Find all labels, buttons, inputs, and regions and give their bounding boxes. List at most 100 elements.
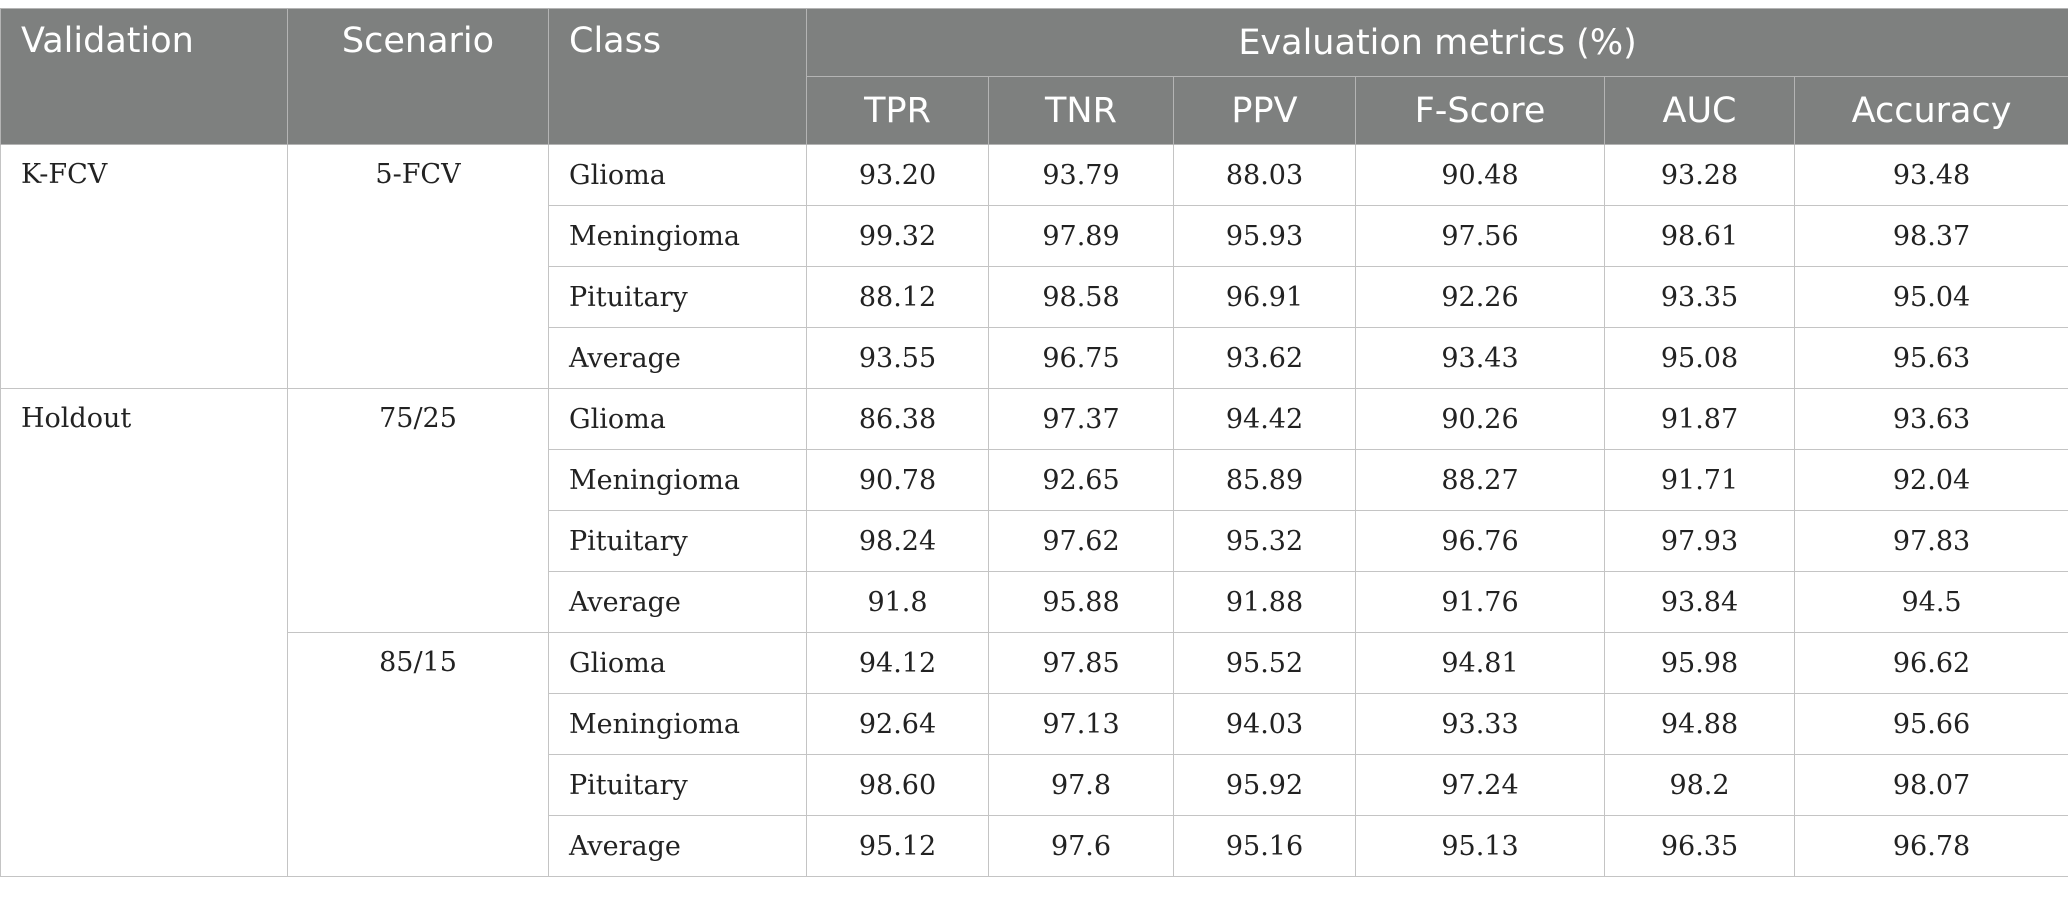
scenario-cell: 85/15 (287, 632, 549, 877)
table-row: Average 93.55 96.75 93.62 93.43 95.08 95.63 (1, 327, 2068, 389)
table-row: 85/15 Glioma 94.12 97.85 95.52 94.81 95.98 96.6… (1, 632, 2068, 877)
ppv-column-header: PPV (1173, 76, 1356, 145)
class-cell: Glioma (548, 388, 807, 450)
tnr-value-cell: 97.37 (988, 388, 1174, 450)
class-cell: Average (548, 815, 807, 877)
accuracy-value-cell: 97.83 (1793, 510, 2068, 572)
ppv-value-cell: 96.91 (1173, 266, 1356, 328)
auc-value-cell: 93.28 (1604, 144, 1795, 206)
accuracy-value-cell: 92.04 (1793, 449, 2068, 511)
ppv-value-cell: 95.93 (1173, 205, 1356, 267)
f-score-value-cell: 92.26 (1355, 266, 1605, 328)
tnr-value-cell: 97.6 (988, 815, 1174, 877)
tnr-value-cell: 93.79 (988, 144, 1174, 206)
auc-value-cell: 91.87 (1604, 388, 1795, 450)
table-row: Pituitary 88.12 98.58 96.91 92.26 93.35 95.04 (1, 266, 2068, 328)
tnr-value-cell: 98.58 (988, 266, 1174, 328)
table-row: Pituitary 98.24 97.62 95.32 96.76 97.93 97.83 (1, 510, 2068, 572)
tnr-value-cell: 96.75 (988, 327, 1174, 389)
table-row: K-FCV 5-FCV Glioma 93.20 93.79 88.03 90.48 93.2… (0, 144, 2068, 389)
tnr-value-cell: 97.8 (988, 754, 1174, 816)
tnr-value-cell: 92.65 (988, 449, 1174, 511)
validation-column-header: Validation (0, 8, 288, 145)
tpr-value-cell: 93.20 (806, 144, 989, 206)
table-row: Meningioma 92.64 97.13 94.03 93.33 94.88 95.66 (1, 693, 2068, 755)
accuracy-column-header: Accuracy (1793, 76, 2068, 145)
tpr-value-cell: 95.12 (806, 815, 989, 877)
auc-value-cell: 94.88 (1604, 693, 1795, 755)
tpr-column-header: TPR (806, 76, 989, 145)
auc-value-cell: 91.71 (1604, 449, 1795, 511)
accuracy-value-cell: 98.37 (1793, 205, 2068, 267)
table-row: Average 95.12 97.6 95.16 95.13 96.35 96.78 (1, 815, 2068, 877)
results-table-container: Validation Scenario Class Evaluation met… (0, 8, 2068, 877)
tpr-value-cell: 92.64 (806, 693, 989, 755)
class-cell: Meningioma (548, 205, 807, 267)
f-score-value-cell: 90.26 (1355, 388, 1605, 450)
validation-cell: K-FCV (0, 144, 288, 389)
class-cell: Pituitary (548, 266, 807, 328)
f-score-value-cell: 91.76 (1355, 571, 1605, 633)
evaluation-metrics-table: Validation Scenario Class Evaluation met… (0, 8, 2068, 877)
header-row-1: Validation Scenario Class Evaluation met… (0, 8, 2068, 145)
header-row-2: TPR TNR PPV F-Score AUC Accuracy (1, 76, 2068, 145)
auc-value-cell: 98.61 (1604, 205, 1795, 267)
class-cell: Average (548, 327, 807, 389)
tnr-value-cell: 97.62 (988, 510, 1174, 572)
ppv-value-cell: 91.88 (1173, 571, 1356, 633)
accuracy-value-cell: 95.04 (1793, 266, 2068, 328)
tpr-value-cell: 98.24 (806, 510, 989, 572)
table-row: Meningioma 99.32 97.89 95.93 97.56 98.61 98.37 (1, 205, 2068, 267)
auc-value-cell: 97.93 (1604, 510, 1795, 572)
accuracy-value-cell: 96.62 (1793, 632, 2068, 694)
f-score-value-cell: 95.13 (1355, 815, 1605, 877)
tpr-value-cell: 93.55 (806, 327, 989, 389)
table-header: Validation Scenario Class Evaluation met… (0, 8, 2068, 145)
table-body: K-FCV 5-FCV Glioma 93.20 93.79 88.03 90.48 93.2… (0, 144, 2068, 877)
accuracy-value-cell: 98.07 (1793, 754, 2068, 816)
ppv-value-cell: 94.03 (1173, 693, 1356, 755)
evaluation-metrics-group-header: Evaluation metrics (%) (805, 8, 2068, 77)
ppv-value-cell: 95.16 (1173, 815, 1356, 877)
accuracy-value-cell: 96.78 (1793, 815, 2068, 877)
f-score-value-cell: 90.48 (1355, 144, 1605, 206)
f-score-value-cell: 93.43 (1355, 327, 1605, 389)
auc-value-cell: 95.98 (1604, 632, 1795, 694)
ppv-value-cell: 95.92 (1173, 754, 1356, 816)
scenario-cell: 5-FCV (287, 144, 549, 389)
f-score-value-cell: 97.24 (1355, 754, 1605, 816)
ppv-value-cell: 95.32 (1173, 510, 1356, 572)
ppv-value-cell: 95.52 (1173, 632, 1356, 694)
class-cell: Pituitary (548, 510, 807, 572)
class-cell: Meningioma (548, 449, 807, 511)
tnr-value-cell: 95.88 (988, 571, 1174, 633)
f-score-value-cell: 97.56 (1355, 205, 1605, 267)
auc-value-cell: 93.35 (1604, 266, 1795, 328)
validation-cell: Holdout (0, 388, 288, 877)
ppv-value-cell: 88.03 (1173, 144, 1356, 206)
scenario-cell: 75/25 (287, 388, 549, 633)
class-column-header: Class (548, 8, 807, 145)
auc-value-cell: 98.2 (1604, 754, 1795, 816)
class-cell: Pituitary (548, 754, 807, 816)
ppv-value-cell: 93.62 (1173, 327, 1356, 389)
auc-value-cell: 95.08 (1604, 327, 1795, 389)
f-score-value-cell: 94.81 (1355, 632, 1605, 694)
f-score-value-cell: 93.33 (1355, 693, 1605, 755)
tnr-value-cell: 97.13 (988, 693, 1174, 755)
f-score-value-cell: 96.76 (1355, 510, 1605, 572)
tpr-value-cell: 91.8 (806, 571, 989, 633)
class-cell: Glioma (548, 144, 807, 206)
auc-value-cell: 93.84 (1604, 571, 1795, 633)
tpr-value-cell: 86.38 (806, 388, 989, 450)
tnr-value-cell: 97.89 (988, 205, 1174, 267)
class-cell: Average (548, 571, 807, 633)
tpr-value-cell: 90.78 (806, 449, 989, 511)
table-row: Holdout 75/25 Glioma 86.38 97.37 94.42 90.26 91… (0, 388, 2068, 877)
accuracy-value-cell: 95.63 (1793, 327, 2068, 389)
auc-value-cell: 96.35 (1604, 815, 1795, 877)
table-row: Pituitary 98.60 97.8 95.92 97.24 98.2 98.07 (1, 754, 2068, 816)
accuracy-value-cell: 95.66 (1793, 693, 2068, 755)
auc-column-header: AUC (1604, 76, 1795, 145)
tpr-value-cell: 94.12 (806, 632, 989, 694)
